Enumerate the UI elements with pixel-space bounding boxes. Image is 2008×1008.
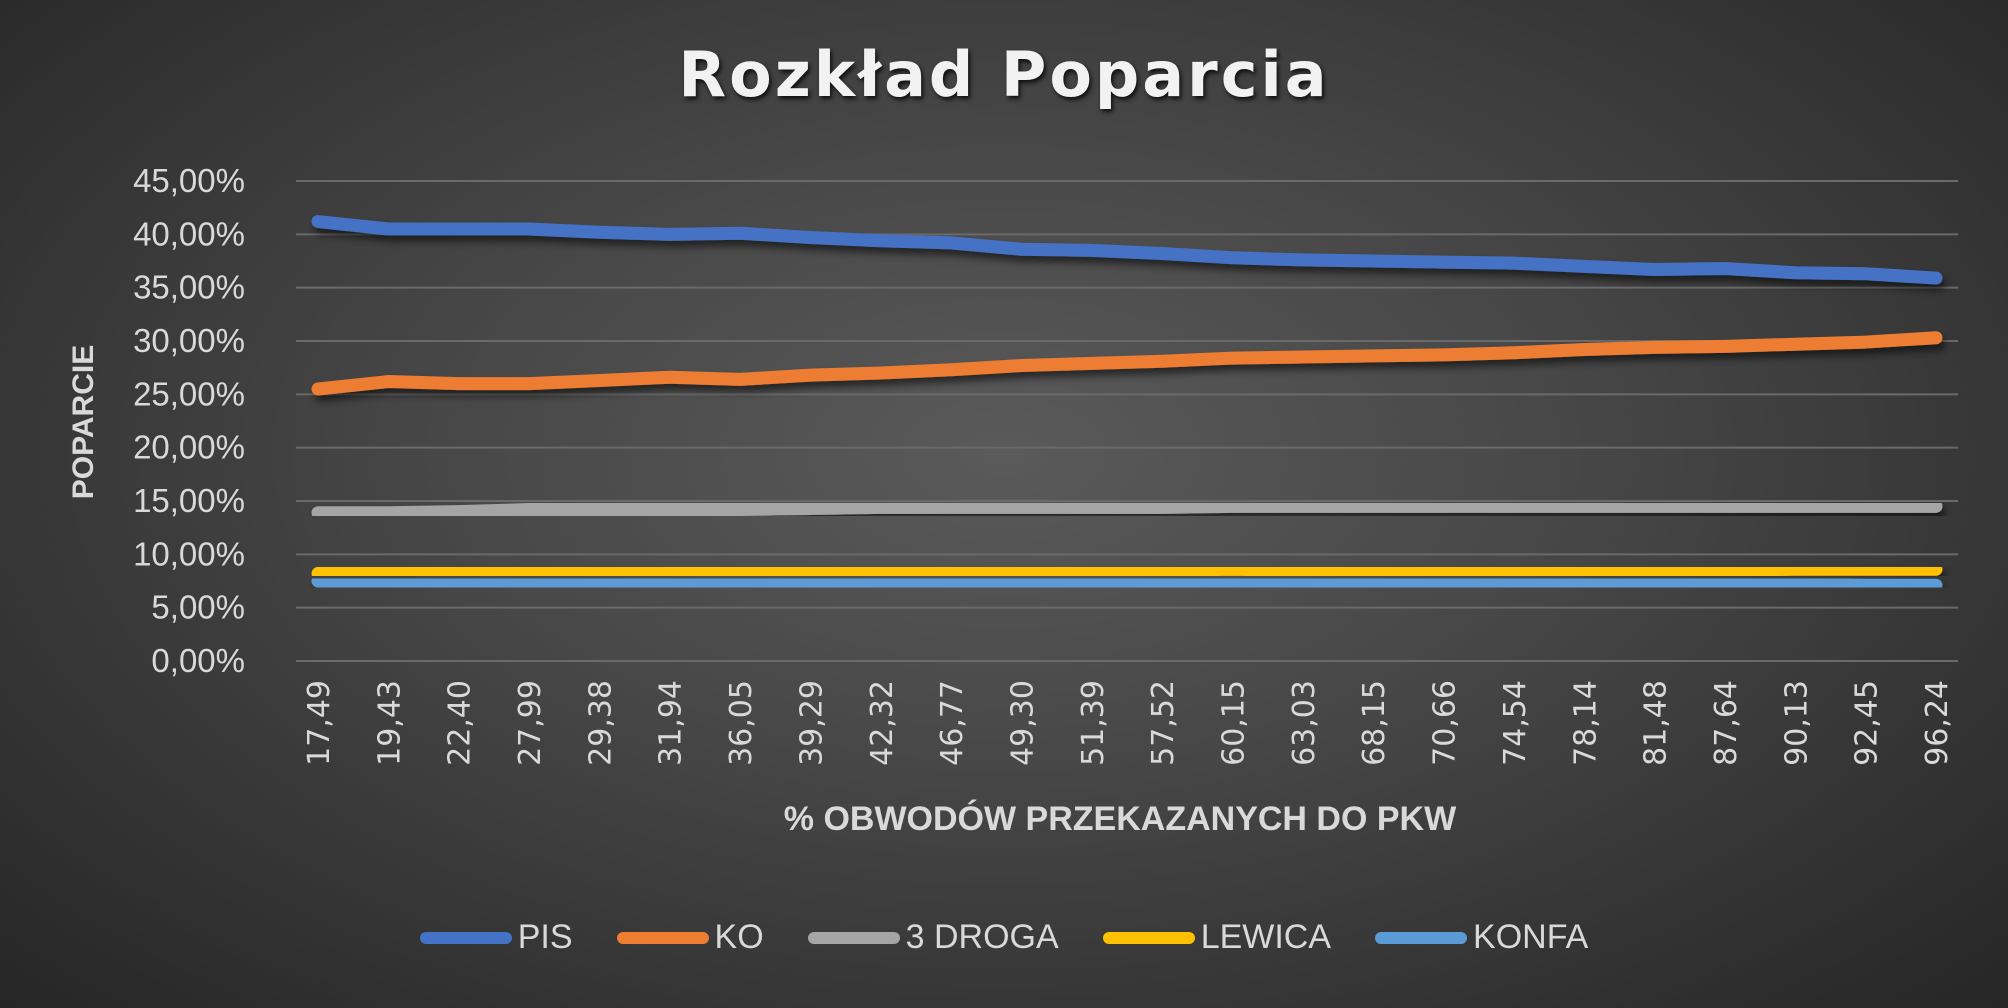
legend-swatch — [1102, 931, 1195, 944]
x-tick-label: 49,30 — [1005, 680, 1040, 766]
x-tick-label: 19,43 — [372, 680, 407, 766]
legend-swatch — [419, 931, 512, 944]
x-axis-title: % OBWODÓW PRZEKAZANYCH DO PKW — [783, 800, 1457, 838]
legend-label: 3 DROGA — [905, 918, 1059, 956]
y-tick-label: 35,00% — [133, 269, 245, 306]
x-tick-label: 90,13 — [1779, 680, 1814, 766]
x-tick-label: 31,94 — [654, 680, 689, 766]
x-tick-label: 51,39 — [1076, 680, 1111, 766]
legend-label: KONFA — [1473, 918, 1589, 956]
legend-swatch — [1375, 931, 1468, 944]
x-tick-label: 36,05 — [724, 680, 759, 766]
x-tick-label: 81,48 — [1639, 680, 1674, 766]
x-tick-label: 87,64 — [1709, 680, 1744, 766]
y-tick-label: 5,00% — [151, 589, 245, 626]
x-tick-label: 70,66 — [1428, 680, 1463, 766]
y-tick-label: 15,00% — [133, 482, 245, 519]
x-tick-label: 39,29 — [794, 680, 829, 766]
x-tick-label: 96,24 — [1920, 680, 1955, 766]
legend-label: PIS — [517, 918, 573, 956]
x-tick-label: 57,52 — [1146, 680, 1181, 766]
y-tick-label: 40,00% — [133, 215, 245, 252]
series-line-3-droga — [311, 499, 1943, 520]
y-tick-label: 30,00% — [133, 322, 245, 359]
x-tick-label: 46,77 — [935, 680, 970, 766]
legend-swatch — [616, 931, 709, 944]
legend: PIS KO 3 DROGA LEWICA KONFA — [0, 918, 2008, 957]
x-tick-label: 92,45 — [1850, 680, 1885, 766]
x-tick-label: 74,54 — [1498, 680, 1533, 766]
y-tick-label: 25,00% — [133, 375, 245, 412]
x-tick-label: 60,15 — [1217, 680, 1252, 766]
series-line-lewica — [311, 562, 1943, 581]
x-tick-label: 78,14 — [1568, 680, 1603, 766]
legend-item: KO — [616, 918, 764, 957]
y-tick-label: 20,00% — [133, 429, 245, 466]
x-tick-label: 27,99 — [513, 680, 548, 766]
series-line-ko — [311, 331, 1943, 396]
x-tick-label: 17,49 — [302, 680, 337, 766]
legend-label: KO — [714, 918, 764, 956]
y-tick-label: 45,00% — [133, 162, 245, 199]
x-tick-label: 68,15 — [1357, 680, 1392, 766]
x-tick-label: 63,03 — [1287, 680, 1322, 766]
series-line-konfa — [311, 574, 1943, 592]
legend-item: PIS — [419, 918, 573, 957]
y-tick-label: 10,00% — [133, 535, 245, 572]
x-tick-label: 29,38 — [583, 680, 618, 766]
legend-item: 3 DROGA — [807, 918, 1059, 957]
y-tick-label: 0,00% — [151, 642, 245, 679]
series-line-pis — [311, 215, 1943, 285]
x-tick-label: 22,40 — [443, 680, 478, 766]
chart-title: Rozkład Poparcia — [678, 38, 1330, 111]
legend-label: LEWICA — [1200, 918, 1332, 956]
legend-swatch — [807, 931, 900, 944]
x-tick-label: 42,32 — [865, 680, 900, 766]
legend-item: LEWICA — [1102, 918, 1332, 957]
legend-item: KONFA — [1375, 918, 1588, 957]
